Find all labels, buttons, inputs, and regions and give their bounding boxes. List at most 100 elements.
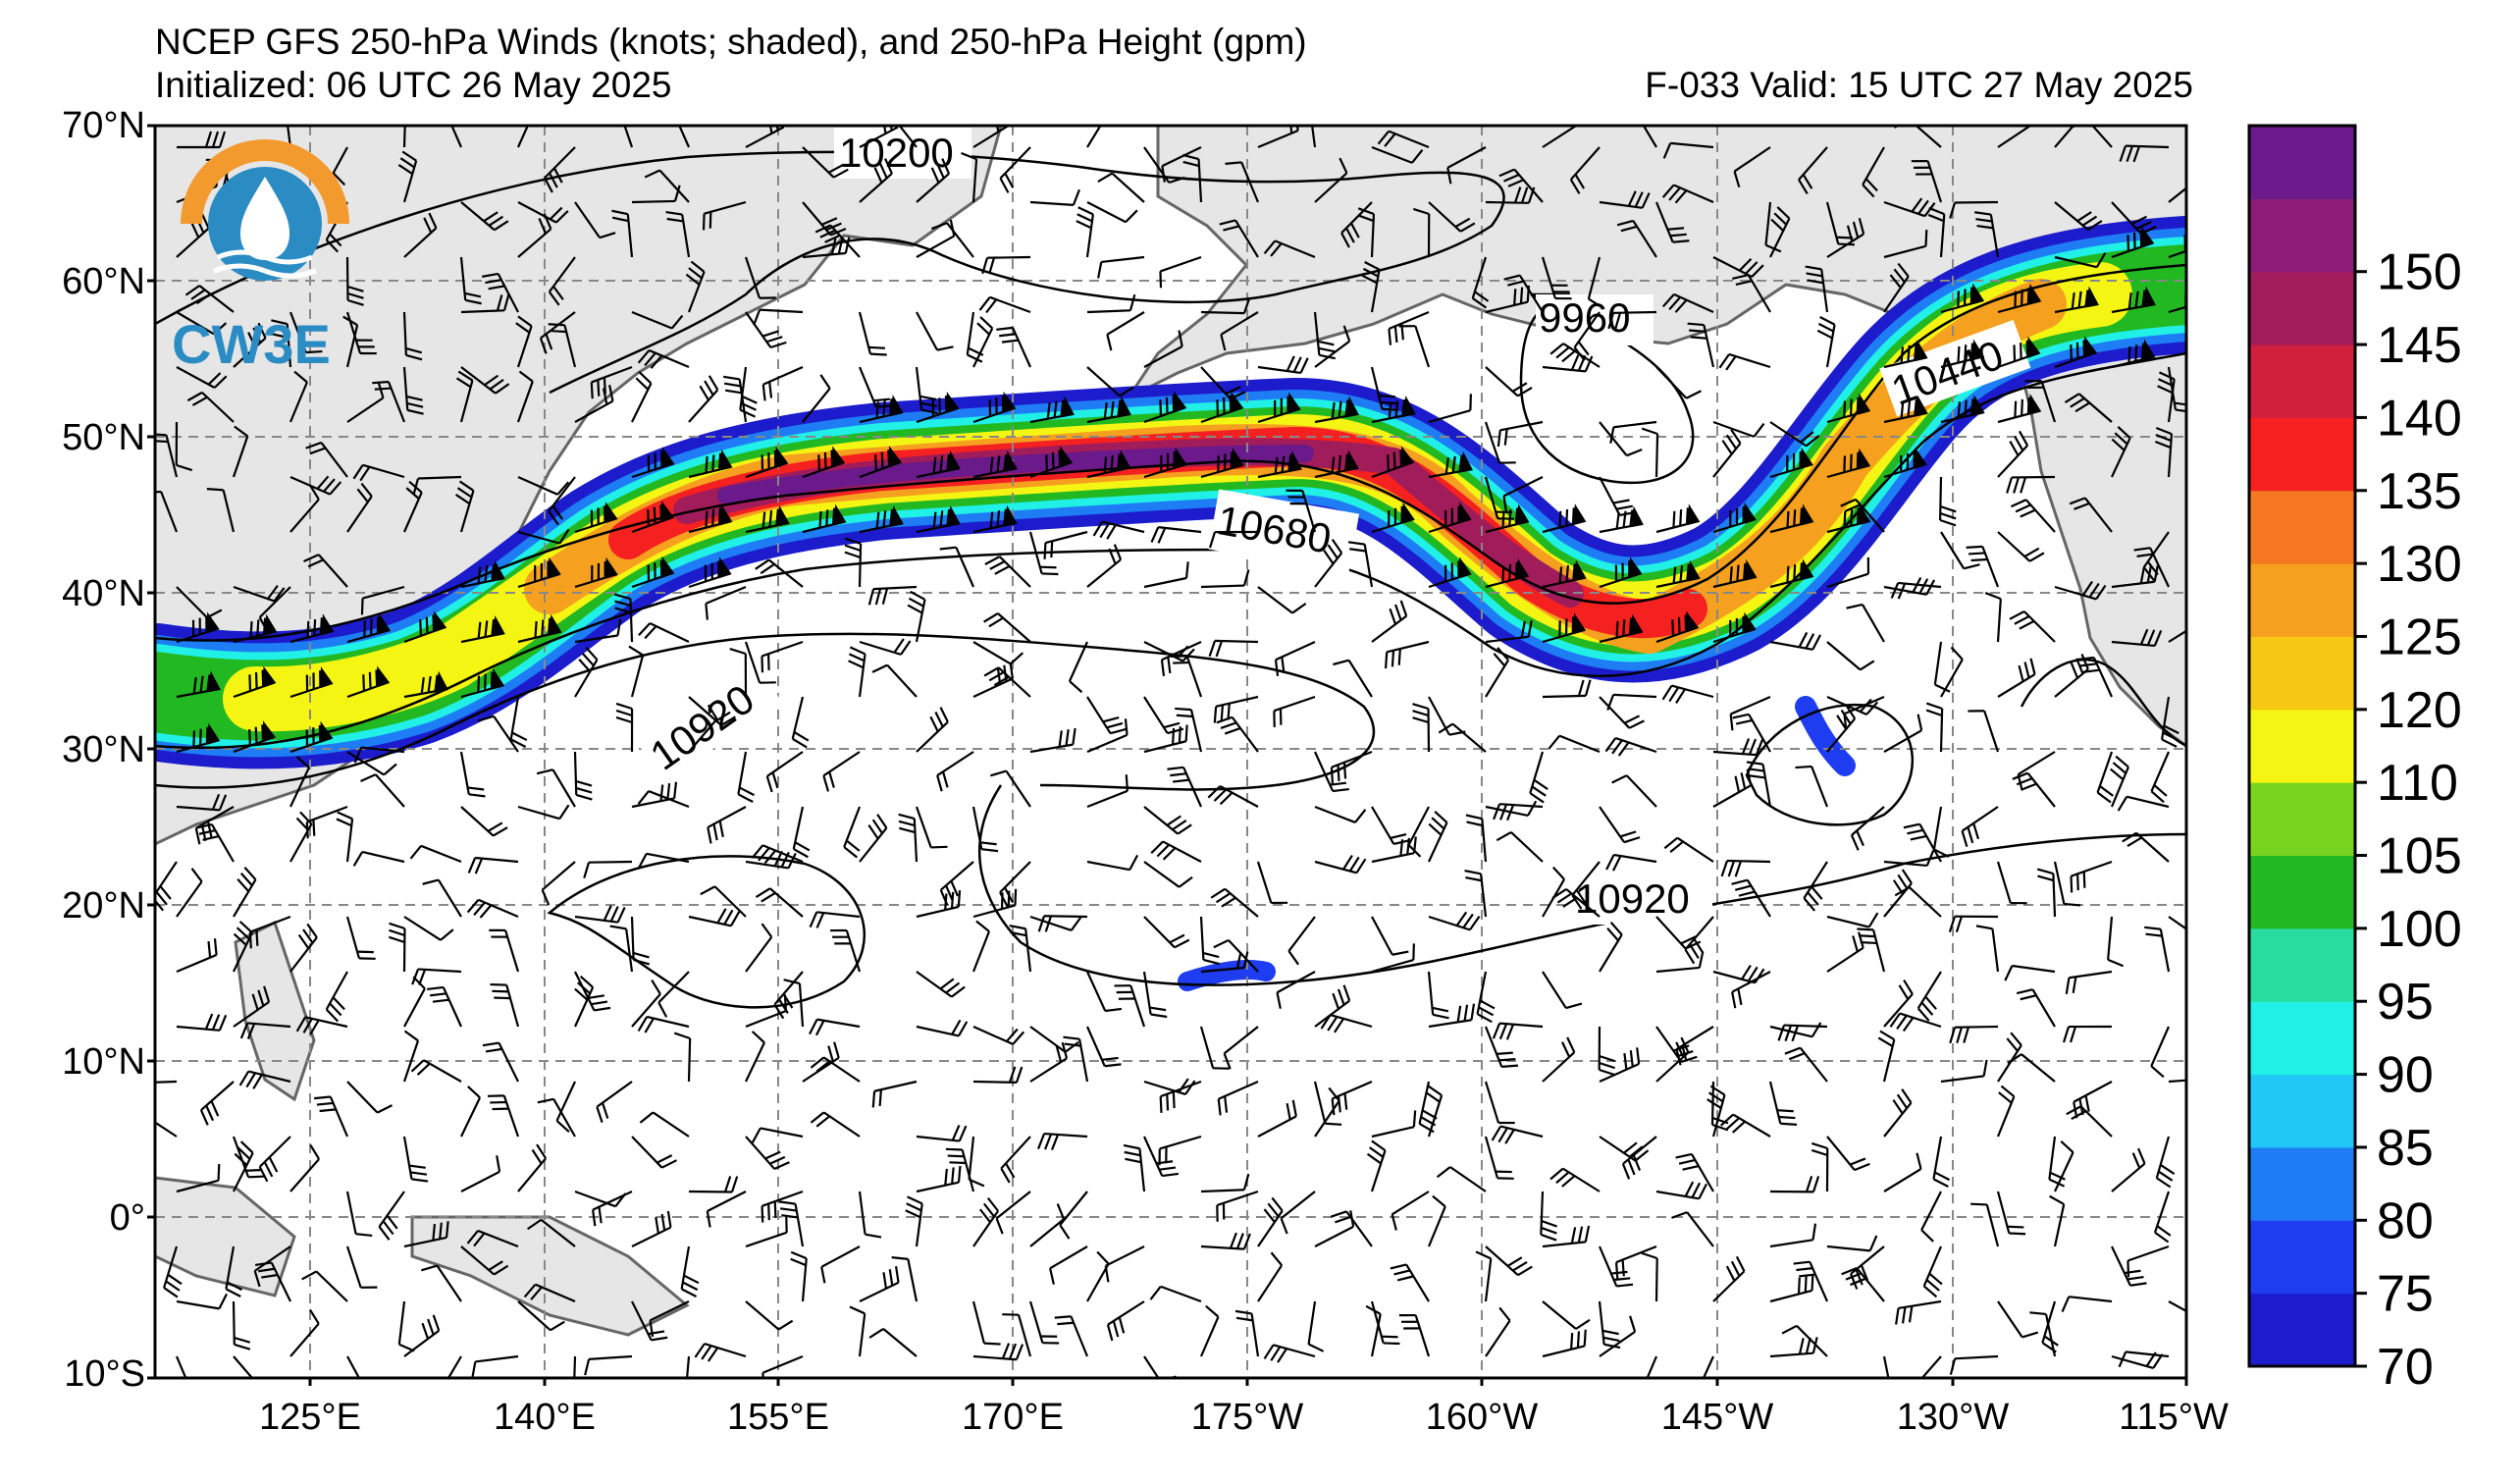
- wind-barb: [1370, 1300, 1400, 1346]
- wind-barb: [1143, 330, 1183, 368]
- wind-barb: [1361, 261, 1381, 313]
- wind-barb: [1158, 1135, 1202, 1166]
- wind-barb: [1371, 145, 1424, 164]
- wind-barb: [289, 1144, 321, 1192]
- wind-barb: [1940, 283, 1985, 314]
- wind-barb: [1385, 640, 1430, 669]
- wind-barb: [1662, 141, 1714, 159]
- wind-barb: [694, 1343, 747, 1362]
- wind-barb: [1280, 1191, 1316, 1235]
- wind-barb: [460, 366, 510, 395]
- wind-barb: [1826, 393, 1871, 424]
- wind-barb: [443, 126, 463, 148]
- wind-barb: [971, 920, 991, 973]
- wind-barb: [1661, 292, 1714, 314]
- wind-barb: [1769, 447, 1813, 479]
- wind-barb: [1599, 190, 1651, 209]
- wind-barb: [1883, 447, 1927, 479]
- wind-barb: [1175, 707, 1203, 753]
- wind-barb: [859, 814, 888, 863]
- contour-9960: [1519, 292, 1695, 485]
- wind-barb: [305, 441, 348, 478]
- wind-barb: [2168, 1077, 2186, 1084]
- wind-barb: [289, 1308, 320, 1357]
- wind-barb: [1975, 925, 2000, 973]
- wind-barb: [637, 1015, 690, 1033]
- wind-barb: [289, 613, 335, 644]
- wind-barb: [176, 868, 203, 918]
- wind-barb: [755, 558, 804, 588]
- wind-barb: [346, 612, 392, 644]
- wind-barb: [2036, 868, 2057, 918]
- wind-barb: [1621, 1136, 1657, 1180]
- chart-title: NCEP GFS 250-hPa Winds (knots; shaded), …: [155, 22, 1307, 62]
- wind-barb: [2150, 1026, 2171, 1079]
- colorbar-label: 125: [2377, 609, 2462, 665]
- colorbar-label: 110: [2377, 755, 2458, 812]
- wind-barb: [346, 1081, 394, 1114]
- wind-barb: [438, 1355, 462, 1378]
- colorbar-box: [2249, 1001, 2355, 1076]
- wind-barb: [631, 501, 675, 534]
- wind-barb: [1498, 168, 1544, 203]
- wind-barb: [2126, 1245, 2170, 1278]
- wind-barb: [745, 446, 789, 479]
- wind-barb: [1313, 751, 1349, 793]
- wind-barb: [389, 922, 406, 973]
- wind-barb: [345, 1245, 378, 1289]
- wind-barb: [1940, 339, 1985, 369]
- wind-barb: [631, 1210, 672, 1247]
- wind-barb: [402, 1136, 429, 1183]
- wind-barb: [489, 928, 520, 973]
- wind-barb: [1059, 1191, 1088, 1240]
- wind-barb: [1805, 265, 1829, 313]
- wind-barb: [670, 126, 691, 148]
- wind-barb: [859, 158, 893, 203]
- wind-barb: [1427, 1194, 1446, 1247]
- wind-barb: [517, 1300, 565, 1332]
- wind-barb: [707, 806, 747, 844]
- wind-barb: [233, 613, 278, 644]
- wind-barb: [1687, 322, 1715, 368]
- wind-barb: [459, 256, 482, 305]
- wind-barb: [1427, 971, 1449, 1020]
- wind-barb: [1029, 446, 1074, 479]
- wind-barb: [688, 556, 732, 589]
- wind-barb: [352, 850, 405, 867]
- wind-barb: [1371, 943, 1415, 974]
- wind-barb: [1599, 421, 1643, 457]
- wind-barb: [2049, 1194, 2066, 1247]
- wind-barb: [916, 1019, 969, 1037]
- wind-barb: [175, 421, 193, 472]
- wind-barb: [1475, 1250, 1493, 1302]
- wind-barb: [2157, 371, 2176, 423]
- wind-barb: [971, 806, 999, 853]
- wind-barb: [2054, 336, 2098, 369]
- wind-barb: [1712, 964, 1765, 984]
- colorbar-label: 105: [2377, 828, 2462, 885]
- wind-barb: [745, 994, 788, 1029]
- wind-barb: [455, 370, 474, 423]
- wind-barb: [584, 1354, 633, 1376]
- initialized-label: Initialized: 06 UTC 26 May 2025: [155, 65, 672, 105]
- wind-barb: [1257, 1196, 1284, 1247]
- wind-barb: [1213, 938, 1259, 973]
- wind-barb: [1485, 620, 1533, 644]
- wind-barb: [397, 150, 418, 203]
- wind-barb: [1826, 641, 1875, 671]
- wind-barb: [176, 366, 228, 389]
- wind-barb: [1706, 1085, 1726, 1138]
- wind-barb: [1257, 1099, 1297, 1138]
- wind-barb: [1712, 256, 1764, 279]
- wind-barb: [1883, 1088, 1913, 1138]
- wind-barb: [1234, 1309, 1260, 1357]
- wind-barb: [1641, 1251, 1658, 1302]
- wind-barb: [1347, 541, 1374, 588]
- wind-barb: [1491, 1125, 1544, 1144]
- wind-barb: [802, 201, 847, 237]
- wind-barb: [1314, 396, 1359, 424]
- wind-barb: [403, 212, 438, 258]
- wind-barb: [2062, 1025, 2113, 1043]
- wind-barb: [2150, 751, 2171, 804]
- wind-barb: [1911, 159, 1943, 203]
